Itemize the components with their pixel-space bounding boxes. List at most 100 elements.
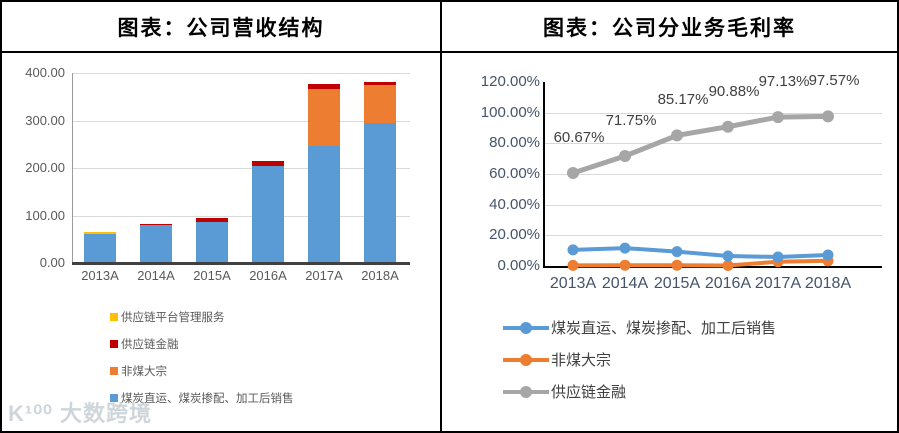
bar-segment	[252, 165, 284, 263]
x-axis-tick-label: 2018A	[361, 268, 399, 283]
legend-label: 供应链金融	[121, 339, 179, 351]
legend-label: 供应链金融	[551, 385, 627, 401]
series-line	[572, 246, 829, 260]
bar-segment	[308, 145, 340, 263]
y-axis-tick-label: 0.00%	[497, 257, 540, 274]
legend-label: 非煤大宗	[121, 366, 167, 378]
y-axis-tick-label: 20.00%	[489, 226, 540, 244]
data-point	[671, 246, 683, 258]
title-row-divider	[2, 51, 897, 53]
bar-segment	[364, 85, 396, 124]
legend-marker-dot	[520, 321, 532, 334]
data-point	[567, 244, 579, 256]
grid-line	[72, 73, 410, 74]
data-label: 71.75%	[605, 111, 657, 129]
x-axis-tick-label: 2015A	[193, 268, 231, 283]
grid-line	[72, 168, 410, 169]
legend-label: 煤炭直运、煤炭掺配、加工后销售	[121, 393, 294, 405]
legend-item: 非煤大宗	[110, 363, 167, 379]
gross-margin-chart: 120.00% 100.00% 80.00% 60.00% 40.00% 20.00% 0.…	[442, 53, 897, 431]
data-label: 97.57%	[808, 72, 860, 90]
data-point	[567, 167, 579, 179]
x-axis-tick-label: 2018A	[804, 275, 852, 292]
legend-swatch	[110, 340, 118, 348]
series-line	[572, 258, 829, 268]
x-axis-line	[543, 266, 882, 268]
data-point	[822, 255, 834, 267]
legend-label: 供应链平台管理服务	[121, 312, 225, 324]
y-axis-tick-label: 400.00	[25, 65, 65, 80]
data-point	[619, 242, 631, 254]
x-axis-tick-label: 2016A	[249, 268, 287, 283]
bar-segment	[308, 88, 340, 146]
bar-segment	[364, 81, 396, 86]
x-axis-tick-label: 2015A	[653, 275, 701, 292]
legend-marker	[503, 353, 549, 367]
x-axis-tick-label: 2014A	[137, 268, 175, 283]
watermark-logo: K¹⁰⁰	[8, 401, 53, 426]
left-chart-title: 图表：公司营收结构	[117, 15, 325, 40]
watermark: K¹⁰⁰ 大数跨境	[8, 396, 152, 428]
watermark-text: 大数跨境	[59, 401, 152, 426]
grid-line	[545, 204, 882, 206]
bar-segment	[84, 233, 116, 263]
legend-marker	[503, 385, 549, 399]
bar-segment	[308, 83, 340, 89]
y-axis-tick-label: 300.00	[25, 112, 65, 128]
column-divider	[440, 2, 442, 431]
data-point	[722, 120, 734, 133]
bar-segment	[196, 218, 228, 222]
bar-segment	[140, 225, 172, 263]
data-label: 90.88%	[708, 82, 760, 100]
y-axis-tick-label: 60.00%	[489, 165, 540, 182]
legend-item: 供应链平台管理服务	[110, 309, 225, 325]
data-label: 97.13%	[758, 73, 810, 91]
data-point	[822, 249, 834, 261]
data-point	[772, 251, 784, 263]
legend-item: 非煤大宗	[503, 349, 611, 370]
grid-line	[545, 235, 882, 237]
legend-swatch	[110, 394, 118, 402]
y-axis-tick-label: 200.00	[25, 160, 65, 175]
legend-item: 供应链金融	[110, 336, 179, 352]
legend-marker	[503, 321, 549, 335]
bar-segment	[196, 221, 228, 263]
x-axis-tick-label: 2013A	[81, 268, 119, 283]
legend-marker-dot	[520, 353, 532, 366]
x-axis-tick-label: 2016A	[704, 275, 752, 292]
y-axis-line	[543, 82, 545, 268]
grid-line	[545, 112, 882, 114]
legend-swatch	[110, 367, 118, 375]
bar-segment	[364, 123, 396, 263]
legend-swatch	[110, 313, 118, 321]
y-axis-tick-label: 80.00%	[489, 134, 540, 152]
legend-label: 非煤大宗	[551, 353, 612, 369]
data-label: 85.17%	[657, 91, 709, 109]
y-axis-tick-label: 120.00%	[480, 73, 540, 90]
revenue-structure-chart: 400.00 300.00 200.00 100.00 0.00 2013A 2014A 20…	[2, 53, 440, 431]
data-point	[619, 150, 631, 162]
y-axis-tick-label: 40.00%	[489, 195, 540, 213]
x-axis-tick-label: 2017A	[305, 268, 343, 283]
bar-segment	[140, 223, 172, 226]
data-point	[722, 250, 734, 262]
legend-item: 煤炭直运、煤炭掺配、加工后销售	[110, 390, 294, 406]
legend-label: 煤炭直运、煤炭掺配、加工后销售	[551, 321, 777, 337]
legend-item: 供应链金融	[503, 381, 626, 402]
legend-item: 煤炭直运、煤炭掺配、加工后销售	[503, 317, 776, 338]
bar-segment	[252, 160, 284, 166]
x-axis-tick-label: 2013A	[549, 275, 597, 292]
y-axis-line	[72, 73, 73, 263]
grid-line	[72, 120, 410, 122]
y-axis-tick-label: 100.00	[25, 207, 65, 223]
x-axis-tick-label: 2017A	[754, 275, 802, 292]
legend-marker-dot	[520, 385, 532, 398]
x-axis-line	[72, 262, 410, 265]
data-label: 60.67%	[553, 128, 605, 146]
bar-segment	[84, 232, 116, 234]
y-axis-tick-label: 0.00	[39, 255, 65, 270]
data-point	[671, 129, 683, 142]
y-axis-tick-label: 100.00%	[480, 103, 540, 121]
grid-line	[72, 215, 410, 217]
